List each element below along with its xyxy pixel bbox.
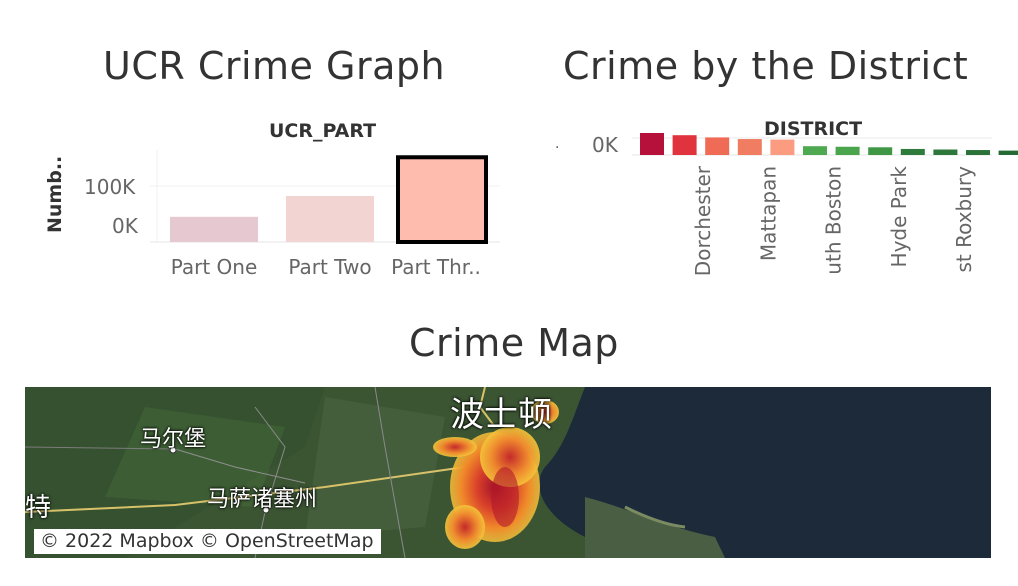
district-bar-4[interactable] (737, 139, 762, 155)
ucr-x-tick-label: Part Two (288, 255, 371, 279)
ucr-bar-chart: Part One Part Two Part Thr.. (150, 150, 500, 279)
district-axis-dot: . (555, 136, 560, 152)
district-bar-12[interactable] (998, 150, 1018, 155)
ucr-x-tick-label: Part Thr.. (391, 255, 481, 279)
district-bar-6[interactable] (803, 146, 827, 155)
crime-map[interactable]: 波士顿 马尔堡 马萨诸塞州 特 © 2022 Mapbox © OpenStre… (25, 387, 991, 558)
district-bar-7[interactable] (835, 146, 860, 155)
ucr-chart-title: UCR Crime Graph (103, 44, 446, 88)
district-bar-1[interactable] (640, 133, 664, 155)
ucr-x-tick-label: Part One (171, 255, 258, 279)
district-x-tick-label: Hyde Park (887, 166, 911, 268)
district-x-tick-label: Mattapan (756, 166, 780, 261)
district-x-axis-title: DISTRICT (764, 118, 863, 140)
map-label-edge: 特 (25, 493, 52, 523)
district-y-tick-0k: 0K (592, 133, 618, 157)
ucr-x-axis-title: UCR_PART (269, 120, 377, 142)
district-bar-3[interactable] (705, 137, 730, 155)
ucr-y-tick-0k: 0K (112, 214, 138, 238)
map-background (25, 387, 725, 558)
district-bar-9[interactable] (900, 148, 925, 155)
map-label-boston: 波士顿 (450, 395, 552, 435)
district-bar-5[interactable] (770, 139, 795, 155)
district-bar-chart: Dorchester Mattapan uth Boston Hyde Park st … (632, 133, 1018, 276)
ucr-y-tick-100k: 100K (84, 175, 136, 199)
district-chart-title: Crime by the District (563, 44, 969, 88)
ucr-bar-2[interactable] (286, 196, 374, 242)
district-bar-8[interactable] (868, 147, 893, 155)
district-x-tick-label: st Roxbury (952, 166, 976, 273)
map-label-marlborough: 马尔堡 (140, 427, 207, 452)
map-attribution[interactable]: © 2022 Mapbox © OpenStreetMap (34, 529, 381, 554)
district-x-tick-label: uth Boston (822, 166, 846, 275)
district-x-tick-label: Dorchester (691, 165, 715, 276)
crime-map-title: Crime Map (409, 321, 619, 365)
map-label-massachusetts: 马萨诸塞州 (207, 487, 318, 512)
district-bar-11[interactable] (966, 150, 990, 155)
district-bar-2[interactable] (672, 135, 697, 155)
district-bar-10[interactable] (933, 149, 958, 156)
ucr-bar-1[interactable] (170, 216, 258, 242)
ucr-bar-3[interactable] (396, 155, 488, 244)
